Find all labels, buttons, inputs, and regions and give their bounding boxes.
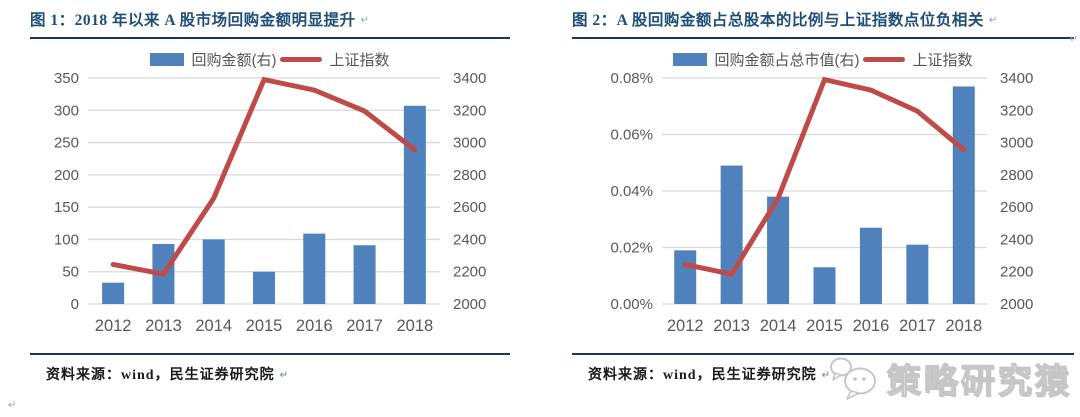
right-axis-tick-label: 2600 xyxy=(453,199,486,216)
figure-2-legend: 回购金额占总市值(右) 上证指数 xyxy=(572,48,1074,70)
left-axis-tick-label: 0.06% xyxy=(610,127,653,144)
bar xyxy=(906,244,929,304)
right-axis-tick-label: 3200 xyxy=(1000,102,1033,119)
legend-label: 回购金额占总市值(右) xyxy=(714,51,860,69)
paragraph-return-mark: ↵ xyxy=(8,400,17,411)
left-axis-tick-label: 200 xyxy=(54,167,79,184)
bar xyxy=(767,196,790,304)
figure-2-source-text: 资料来源：wind，民生证券研究院 xyxy=(588,368,817,383)
x-axis-label: 2017 xyxy=(899,317,936,335)
right-axis-tick-label: 2200 xyxy=(453,264,486,281)
figure-2-title: 图 2：A 股回购金额占总股本的比例与上证指数点位负相关 xyxy=(572,12,984,29)
left-axis-tick-label: 0.04% xyxy=(610,183,653,200)
bar xyxy=(102,282,125,304)
legend-line-swatch xyxy=(280,56,323,62)
index-line xyxy=(682,76,967,277)
watermark-text: 策略研究猿 xyxy=(886,363,1072,401)
x-axis-label: 2014 xyxy=(760,317,797,335)
x-axis-label: 2015 xyxy=(246,317,283,335)
legend-label: 上证指数 xyxy=(912,51,973,69)
x-axis-label: 2015 xyxy=(806,317,843,335)
x-axis-label: 2018 xyxy=(396,317,433,335)
bar xyxy=(202,239,225,304)
left-axis-tick-label: 0.08% xyxy=(610,72,653,87)
left-axis-tick-label: 100 xyxy=(54,231,79,248)
figure-2-source-row: 资料来源：wind，民生证券研究院 ↵ xyxy=(572,353,1074,384)
figure-1-legend: 回购金额(右) 上证指数 xyxy=(30,48,510,70)
right-axis-tick-label: 3000 xyxy=(1000,135,1033,152)
bar xyxy=(253,271,275,304)
x-axis-label: 2012 xyxy=(95,317,132,335)
x-axis-label: 2016 xyxy=(853,317,890,335)
figure-1-source-row: 资料来源：wind，民生证券研究院 ↵ xyxy=(30,353,510,384)
right-axis-tick-label: 2200 xyxy=(1000,264,1033,281)
bar xyxy=(403,105,426,304)
x-axis-label: 2016 xyxy=(296,317,333,335)
figure-1-title: 图 1：2018 年以来 A 股市场回购金额明显提升 xyxy=(30,12,356,29)
right-axis-tick-label: 2400 xyxy=(453,231,486,248)
legend-bar-swatch xyxy=(150,52,185,66)
bar xyxy=(303,233,326,304)
paragraph-return-mark: ↵ xyxy=(279,370,289,382)
x-axis-label: 2017 xyxy=(346,317,383,335)
x-axis-label: 2018 xyxy=(945,317,982,335)
bar xyxy=(813,267,836,304)
paragraph-return-mark: ↵ xyxy=(1069,34,1078,45)
left-axis-tick-label: 0.00% xyxy=(610,296,653,313)
bar xyxy=(674,250,697,304)
figure-1-title-row: 图 1：2018 年以来 A 股市场回购金额明显提升 ↵ xyxy=(30,8,510,39)
paragraph-return-mark: ↵ xyxy=(360,15,369,27)
legend-bar-swatch xyxy=(673,52,708,66)
figure-2-panel: 图 2：A 股回购金额占总股本的比例与上证指数点位负相关 ↵ 回购金额占总市值(右… xyxy=(540,0,1080,417)
figure-2-title-row: 图 2：A 股回购金额占总股本的比例与上证指数点位负相关 ↵ xyxy=(572,8,1074,39)
left-axis-tick-label: 250 xyxy=(54,135,79,152)
right-axis-tick-label: 2800 xyxy=(453,167,486,184)
left-axis-tick-label: 0 xyxy=(71,296,79,313)
right-axis-tick-label: 3400 xyxy=(1000,72,1033,87)
right-axis-tick-label: 3000 xyxy=(453,135,486,152)
bar xyxy=(353,245,376,304)
index-line xyxy=(110,76,418,277)
left-axis-tick-label: 0.02% xyxy=(610,240,653,257)
right-axis-tick-label: 3200 xyxy=(453,102,486,119)
left-axis-tick-label: 50 xyxy=(62,264,79,281)
left-axis-tick-label: 150 xyxy=(54,199,79,216)
chat-bubbles-icon xyxy=(830,357,876,400)
right-axis-tick-label: 2800 xyxy=(1000,167,1033,184)
right-axis-tick-label: 2600 xyxy=(1000,199,1033,216)
bar xyxy=(952,86,975,304)
bar xyxy=(859,227,882,304)
x-axis-label: 2013 xyxy=(145,317,182,335)
legend-label: 回购金额(右) xyxy=(191,51,277,69)
right-axis-tick-label: 2000 xyxy=(1000,296,1033,313)
right-axis-tick-label: 2000 xyxy=(453,296,486,313)
paragraph-return-mark: ↵ xyxy=(821,370,831,382)
figure-1-chart: 0 50 100 150 200 250 300 350 2000 2200 2400 2600 280… xyxy=(54,72,486,335)
bar xyxy=(720,165,743,304)
x-axis-label: 2014 xyxy=(195,317,232,335)
right-axis-tick-label: 3400 xyxy=(453,72,486,87)
figure-1-source-text: 资料来源：wind，民生证券研究院 xyxy=(46,368,275,383)
legend-line-swatch xyxy=(863,56,906,62)
x-axis-label: 2013 xyxy=(713,317,750,335)
legend-label: 上证指数 xyxy=(329,51,390,69)
right-axis-tick-label: 2400 xyxy=(1000,231,1033,248)
watermark: 策略研究猿 xyxy=(829,354,1072,403)
left-axis-tick-label: 350 xyxy=(54,72,79,87)
left-axis-tick-label: 300 xyxy=(54,102,79,119)
figure-2-chart: 0.00% 0.02% 0.04% 0.06% 0.08% 2000 2200 2400 260… xyxy=(610,72,1033,335)
figure-1-panel: 图 1：2018 年以来 A 股市场回购金额明显提升 ↵ 回购金额(右) 上证指数 … xyxy=(30,8,510,384)
paragraph-return-mark: ↵ xyxy=(988,15,998,27)
x-axis-label: 2012 xyxy=(667,317,704,335)
